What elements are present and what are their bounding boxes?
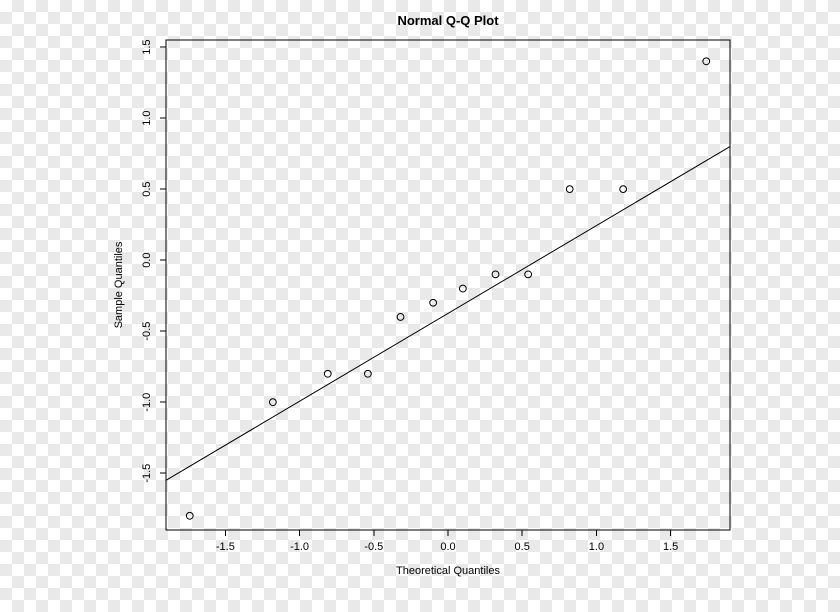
- y-axis-label: Sample Quantiles: [113, 241, 125, 328]
- y-tick-label: -1.5: [141, 464, 153, 483]
- data-points: [186, 58, 709, 519]
- data-point: [566, 186, 573, 193]
- data-point: [269, 399, 276, 406]
- y-tick-label: 1.5: [141, 39, 153, 54]
- chart-title: Normal Q-Q Plot: [397, 13, 499, 28]
- data-point: [186, 512, 193, 519]
- chart-page: Normal Q-Q Plot -1.5 -1.0 -0.5 0.0 0.5 1.0 1.5…: [0, 0, 840, 612]
- y-axis-ticks: -1.5 -1.0 -0.5 0.0 0.5 1.0 1.5: [141, 39, 166, 482]
- y-tick-label: -0.5: [141, 322, 153, 341]
- x-tick-label: 0.0: [440, 541, 455, 553]
- data-point: [324, 370, 331, 377]
- data-point: [703, 58, 710, 65]
- x-tick-label: -0.5: [364, 541, 383, 553]
- data-point: [620, 186, 627, 193]
- x-tick-label: 1.5: [663, 541, 678, 553]
- y-tick-label: 0.0: [141, 252, 153, 267]
- data-point: [459, 285, 466, 292]
- x-tick-label: -1.0: [290, 541, 309, 553]
- y-tick-label: 1.0: [141, 110, 153, 125]
- x-axis-label: Theoretical Quantiles: [396, 565, 500, 577]
- x-tick-label: 0.5: [515, 541, 530, 553]
- x-axis-ticks: -1.5 -1.0 -0.5 0.0 0.5 1.0 1.5: [216, 530, 678, 553]
- plot-frame: [166, 40, 730, 530]
- x-tick-label: 1.0: [589, 541, 604, 553]
- data-point: [430, 299, 437, 306]
- y-tick-label: -1.0: [141, 393, 153, 412]
- y-tick-label: 0.5: [141, 181, 153, 196]
- data-point: [397, 314, 404, 321]
- x-tick-label: -1.5: [216, 541, 235, 553]
- reference-line: [166, 147, 730, 481]
- data-point: [525, 271, 532, 278]
- data-point: [492, 271, 499, 278]
- qq-plot: Normal Q-Q Plot -1.5 -1.0 -0.5 0.0 0.5 1.0 1.5…: [0, 0, 840, 612]
- data-point: [364, 370, 371, 377]
